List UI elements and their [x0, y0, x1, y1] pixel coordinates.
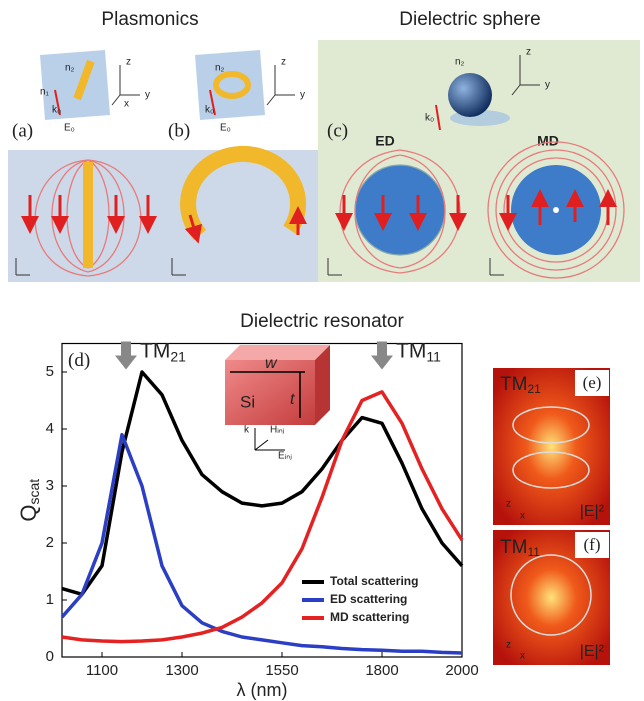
x-tick-label: 1100 [86, 662, 118, 679]
cube-label: k [244, 425, 250, 436]
axis-label: x [124, 99, 129, 110]
field-panel-f: TM11 (f) |E|² z x [493, 530, 610, 665]
axis-label: y [545, 80, 550, 91]
axis-label: z [281, 57, 286, 68]
figure: Plasmonics Dielectric sphere n₂ n₁ k₀ E₀… [0, 0, 644, 701]
panel-label: (e) [583, 373, 602, 392]
section-title: Dielectric resonator [240, 311, 404, 332]
annotation: TM11 [396, 339, 441, 364]
axis-label: z [506, 640, 511, 651]
panel-label: (d) [68, 350, 90, 371]
axis-label: x [520, 511, 525, 522]
inset-label: E₀ [220, 123, 231, 134]
annotation-text: TM [140, 339, 170, 362]
mode-label: MD [537, 133, 559, 149]
cube-label: Hᵢₙⱼ [270, 425, 285, 436]
y-tick-label: 2 [46, 534, 54, 551]
panel-label: (c) [327, 120, 348, 141]
inset-label: n₂ [65, 63, 75, 74]
x-tick-label: 1300 [165, 662, 198, 679]
axis-label: y [300, 90, 305, 101]
axis-label: x [520, 651, 525, 662]
annotation-sub: 11 [426, 348, 441, 364]
annotation-sub: 21 [170, 348, 186, 364]
field-label: |E|² [580, 503, 605, 520]
x-tick-label: 1550 [265, 662, 298, 679]
inset-label: k₀ [205, 105, 214, 116]
y-tick-label: 5 [46, 363, 54, 380]
y-axis-label: Qscat [16, 479, 42, 522]
axis-label: z [526, 47, 531, 58]
inset-label: n₂ [215, 63, 225, 74]
panel-label: (f) [584, 535, 601, 554]
panel-label: (b) [168, 120, 190, 141]
y-tick-label: 1 [46, 591, 54, 608]
y-tick-label: 3 [46, 477, 54, 494]
y-axis-label-main: Q [16, 505, 41, 522]
x-tick-label: 2000 [445, 662, 478, 679]
mode-label: ED [375, 133, 394, 149]
panel-label: (a) [12, 120, 33, 141]
y-tick-label: 4 [46, 420, 54, 437]
cube-label: t [290, 391, 295, 408]
annotation: TM21 [140, 339, 186, 364]
field-panel-e: TM21 (e) |E|² z x [493, 368, 610, 525]
x-tick-label: 1800 [365, 662, 398, 679]
field-label: |E|² [580, 643, 605, 660]
axis-label: y [145, 90, 150, 101]
inset-b: n₂ k₀ E₀ z y [195, 50, 305, 134]
annotation-arrow [115, 342, 137, 370]
y-tick-label: 0 [46, 648, 54, 665]
inset-label: k₀ [52, 105, 61, 116]
cube-label: Si [240, 392, 255, 411]
inset-label: n₂ [455, 57, 465, 68]
legend-label: Total scattering [330, 574, 418, 588]
annotation-text: TM [396, 339, 426, 362]
inset-a: n₂ n₁ k₀ E₀ z y x [40, 50, 150, 134]
cube-label: w [265, 355, 278, 372]
axis-label: z [506, 499, 511, 510]
cube-label: Eᵢₙⱼ [278, 451, 292, 462]
section-title: Dielectric sphere [399, 9, 541, 30]
y-axis-label-sub: scat [26, 479, 42, 505]
legend-label: ED scattering [330, 592, 407, 606]
section-title: Plasmonics [101, 9, 198, 30]
axis-label: z [126, 57, 131, 68]
legend-label: MD scattering [330, 610, 409, 624]
inset-label: E₀ [64, 123, 75, 134]
cube-inset: w t Si k Hᵢₙⱼ Eᵢₙⱼ [225, 345, 330, 462]
annotation-arrow [371, 342, 393, 370]
inset-label: k₀ [425, 113, 434, 124]
x-axis-label: λ (nm) [237, 680, 288, 700]
inset-label: n₁ [40, 87, 50, 98]
